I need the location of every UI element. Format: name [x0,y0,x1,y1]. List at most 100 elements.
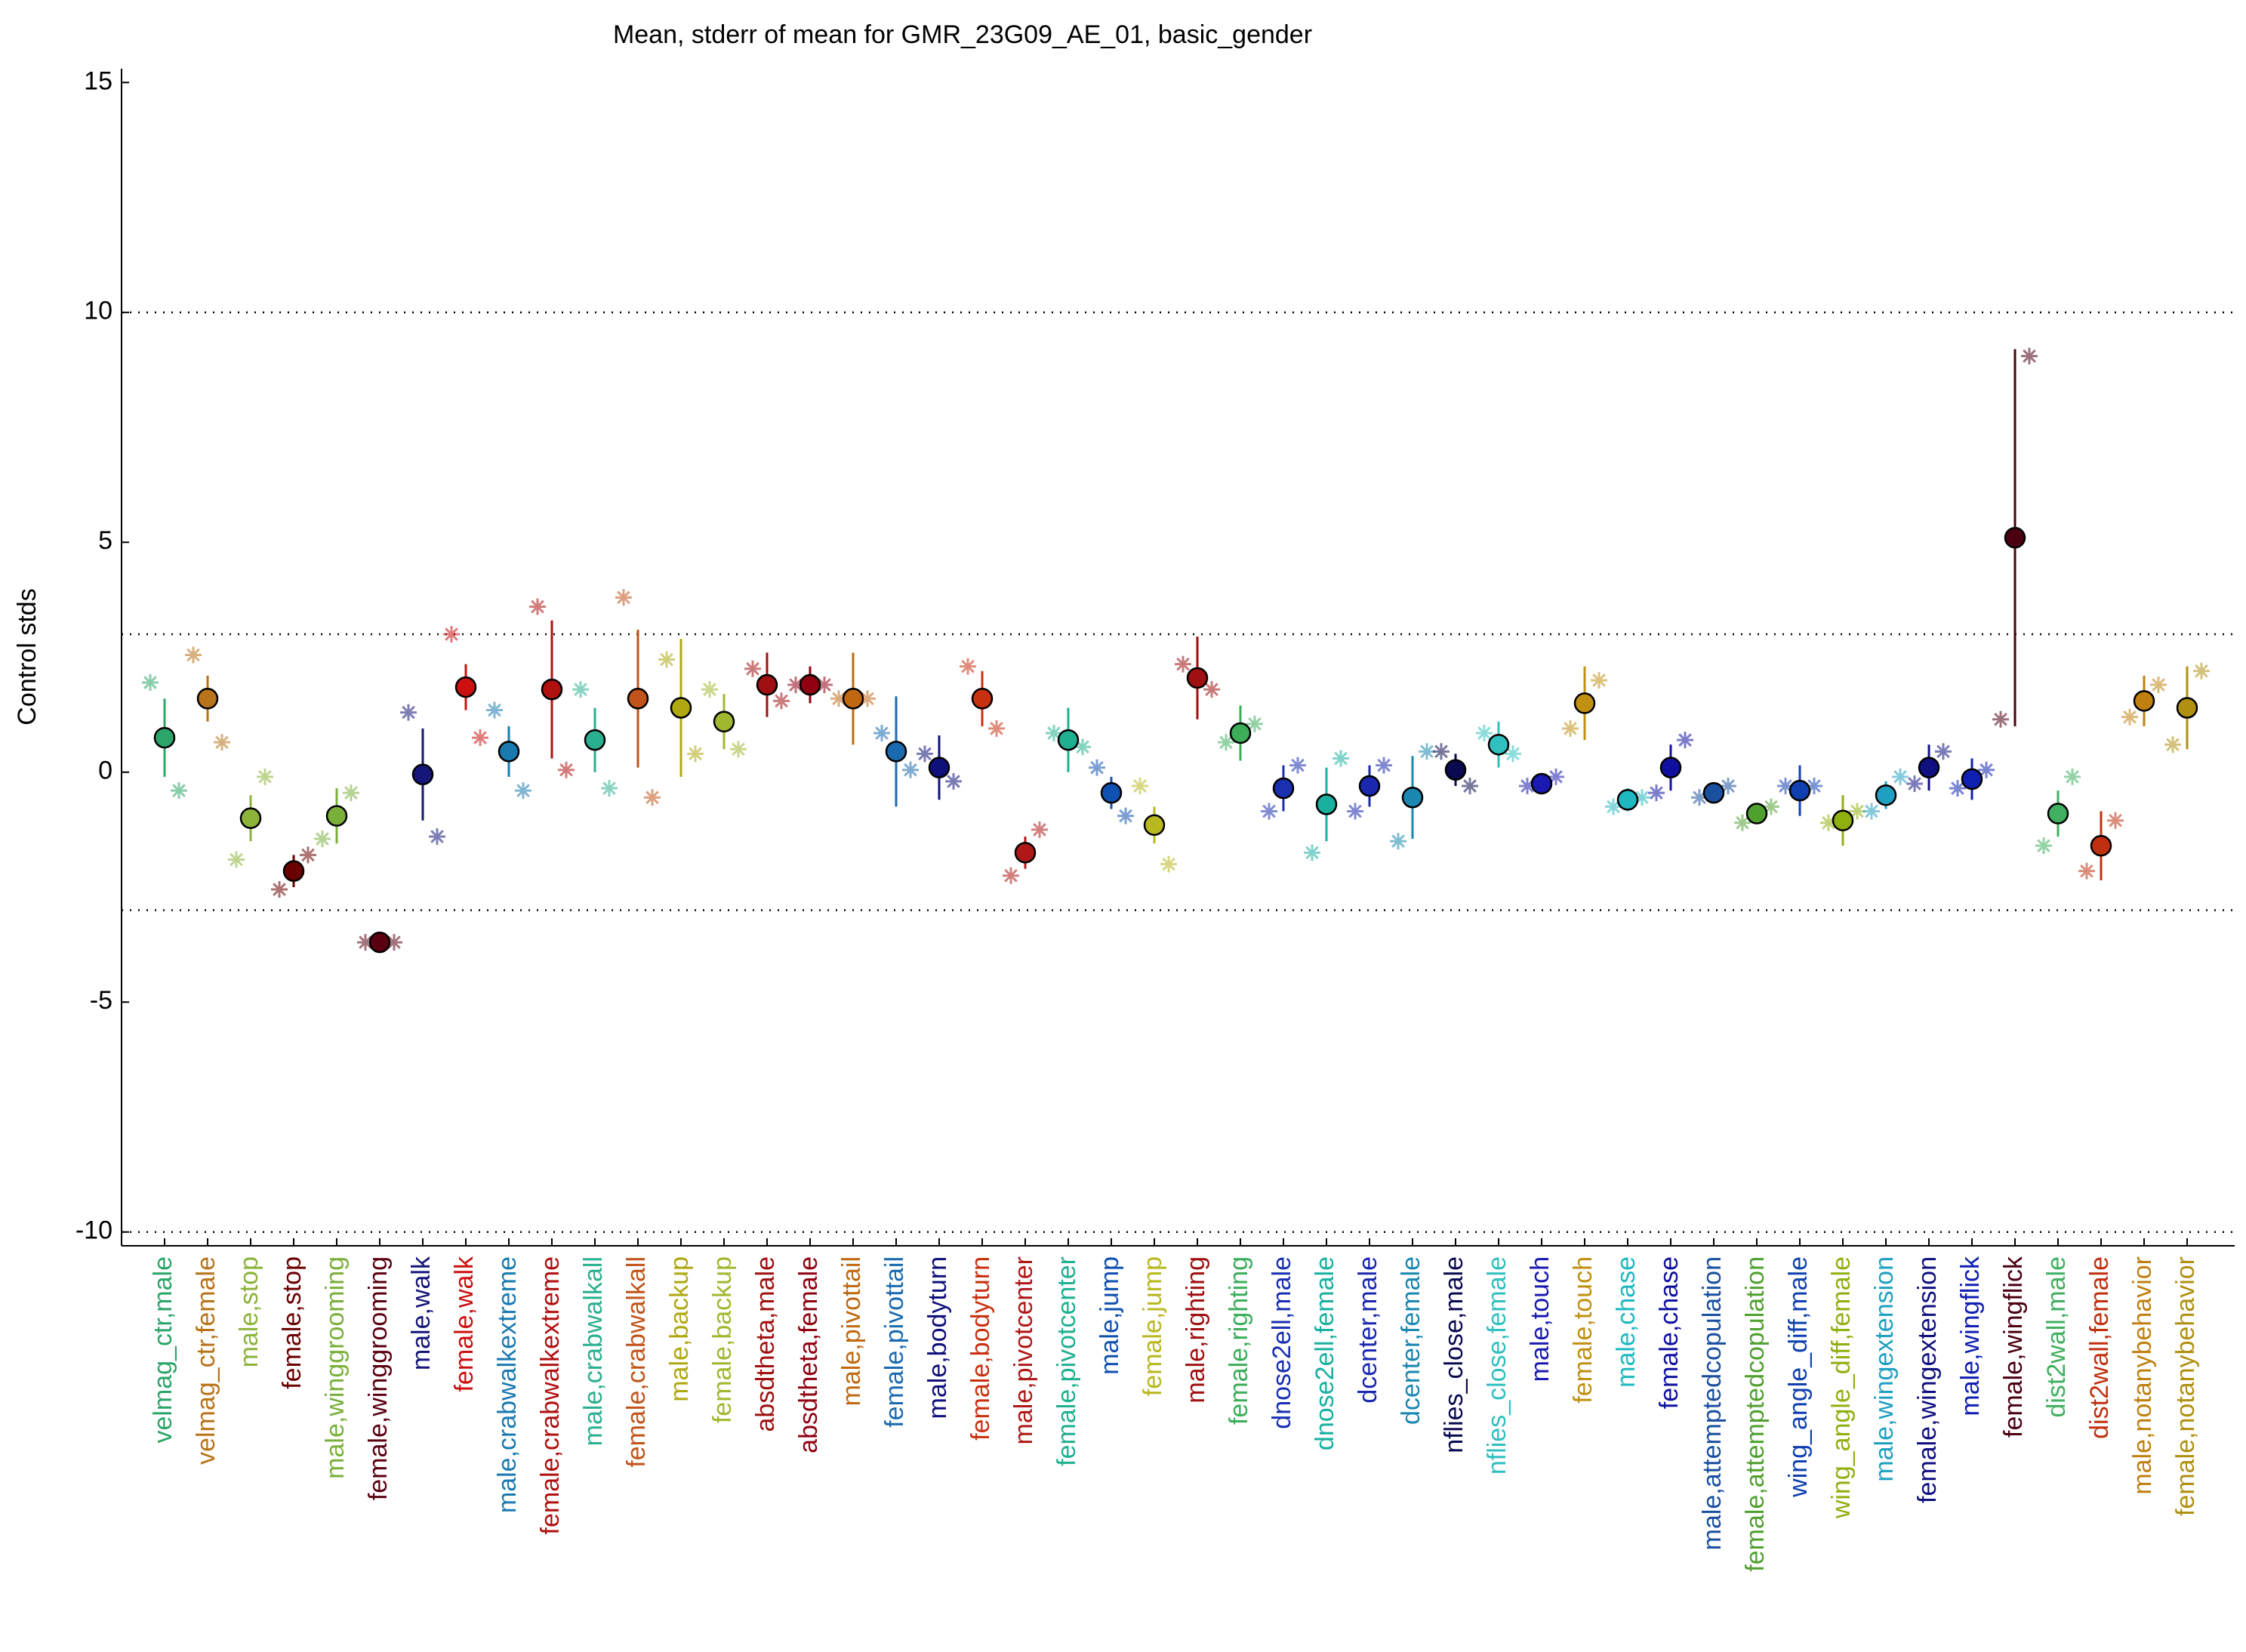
x-tick-label: female,crabwalkextreme [536,1256,565,1534]
sub-point [271,881,288,898]
sub-point [515,782,531,800]
star-stroke [602,781,616,795]
star-stroke [1305,846,1319,860]
sub-point [1462,778,1478,795]
star-stroke [473,731,487,744]
x-tick-label: male,notanybehavior [2128,1256,2157,1495]
sub-point [1074,738,1091,756]
mean-point [2090,834,2112,857]
y-tick-label: -10 [75,1216,112,1245]
star-stroke [818,678,831,692]
star-stroke [1506,747,1520,761]
x-tick-label: female,jump [1138,1256,1167,1396]
mean-point [2004,526,2026,549]
mean-point [885,741,907,763]
mean-point [1702,781,1725,804]
star-stroke [789,678,803,692]
sub-point [2035,837,2052,855]
sub-point [873,724,890,741]
star-stroke [230,852,243,867]
star-stroke [559,763,573,777]
star-stroke [273,883,286,896]
mean-point [670,697,692,719]
x-tick-label: male,pivottail [837,1256,866,1406]
x-tick-label: dcenter,female [1397,1256,1425,1425]
sub-point [1605,798,1622,815]
star-stroke [488,703,501,717]
star-stroke [387,935,401,949]
sub-point [945,772,962,790]
sub-point [257,768,273,785]
x-tick-label: male,stop [235,1256,263,1367]
sub-point [171,782,187,800]
star-stroke [1377,758,1391,772]
x-tick-label: absdtheta,female [794,1256,823,1453]
sub-point [228,851,245,868]
sub-point [572,681,589,698]
star-stroke [1850,804,1864,818]
x-tick-label: female,attemptedcopulation [1741,1256,1770,1572]
sub-point [443,626,460,643]
sub-point [2193,662,2210,680]
star-stroke [1678,733,1692,747]
mean-point [1487,733,1510,756]
sub-point [2064,768,2081,785]
x-tick-label: male,crabwalkall [579,1256,608,1446]
sub-point [787,677,804,694]
sub-point [400,704,417,721]
sub-point [1949,780,1966,797]
sub-point [1935,743,1952,760]
mean-point [2176,697,2198,719]
star-stroke [689,747,702,761]
x-tick-label: female,stop [278,1256,307,1389]
star-stroke [2023,349,2036,363]
star-stroke [1463,779,1477,793]
star-stroke [1607,800,1620,814]
sub-point [1720,778,1736,795]
chart-title: Mean, stderr of mean for GMR_23G09_AE_01… [613,20,1312,49]
x-tick-label: absdtheta,male [751,1256,780,1432]
star-stroke [1076,740,1089,754]
x-tick-label: male,walk [407,1256,436,1370]
star-stroke [746,661,759,676]
sub-point [1734,814,1751,831]
x-tick-label: female,pivottail [880,1256,909,1428]
x-tick-label: female,chase [1655,1256,1684,1409]
mean-point [1659,757,1682,778]
star-stroke [1047,726,1061,740]
mean-point [799,673,821,696]
sub-point [1046,724,1062,741]
star-stroke [645,791,659,805]
star-stroke [316,832,329,846]
star-stroke [1119,809,1132,823]
y-tick-label: 10 [84,297,112,325]
x-tick-label: female,walk [450,1256,479,1392]
mean-point [498,741,520,763]
mean-point [1272,777,1295,800]
star-stroke [2152,678,2165,692]
x-tick-label: male,crabwalkextreme [493,1256,522,1513]
sub-point [1433,743,1450,760]
star-stroke [186,648,200,662]
sub-point [1978,761,1995,778]
star-stroke [258,769,272,784]
mean-point [2047,803,2069,824]
sub-point [1175,655,1191,673]
sub-point [1906,775,1923,792]
sub-point [529,598,546,615]
star-stroke [2123,710,2137,724]
y-tick-label: -5 [90,986,112,1015]
mean-point [1832,809,1854,831]
star-stroke [430,830,444,843]
star-stroke [1291,758,1305,772]
star-stroke [1721,779,1735,793]
star-stroke [1004,868,1018,883]
star-stroke [301,848,315,862]
y-tick-label: 15 [84,66,112,95]
x-tick-label: female,crabwalkall [622,1256,651,1468]
star-stroke [660,652,673,667]
x-tick-label: male,wingextension [1870,1256,1899,1482]
star-stroke [1564,722,1577,735]
x-tick-label: female,wingextension [1913,1256,1942,1503]
mean-point [1530,772,1553,795]
